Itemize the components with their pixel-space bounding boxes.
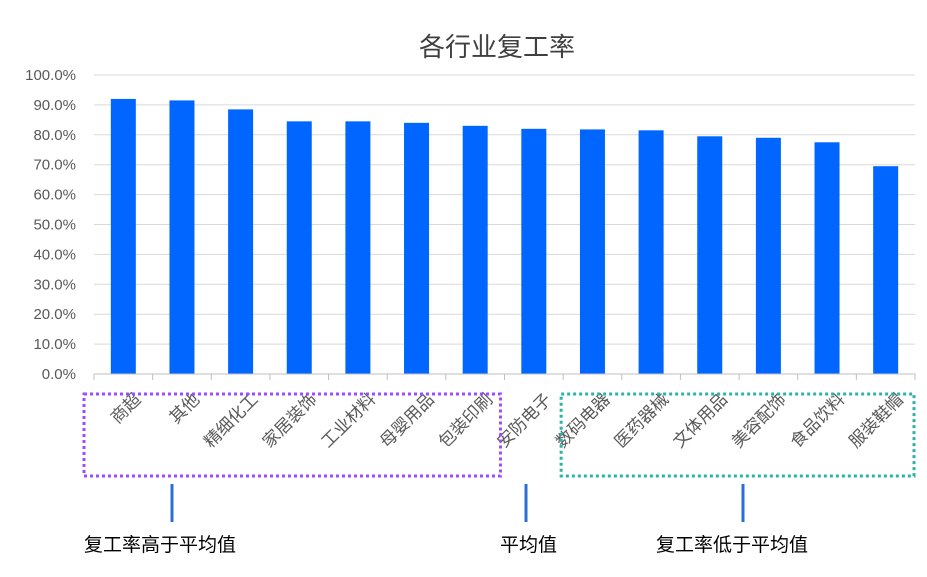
y-tick-label: 100.0% (25, 67, 76, 84)
bar (521, 128, 547, 374)
below-average-label: 复工率低于平均值 (656, 534, 808, 556)
above-average-box (82, 392, 502, 478)
bar (228, 109, 254, 374)
bar (110, 98, 136, 375)
category-label: 美容配饰 (728, 390, 790, 452)
bar (697, 136, 723, 374)
category-label: 工业材料 (318, 390, 380, 452)
y-tick-label: 60.0% (33, 187, 76, 204)
bars (110, 98, 899, 375)
y-tick-label: 90.0% (33, 97, 76, 114)
bar (345, 121, 371, 374)
y-axis-ticks: 0.0% 10.0% 20.0% 30.0% 40.0% 50.0% 60.0% 70.0% 8… (25, 67, 76, 383)
category-label: 其他 (166, 390, 204, 428)
bar (755, 137, 781, 374)
y-tick-label: 0.0% (42, 366, 76, 383)
category-label: 安防电子 (494, 390, 556, 452)
bar (286, 121, 312, 374)
category-label: 商超 (107, 390, 145, 428)
y-tick-label: 50.0% (33, 217, 76, 234)
bar (579, 129, 605, 374)
chart-title: 各行业复工率 (419, 33, 575, 63)
y-tick-label: 40.0% (33, 246, 76, 263)
bar (169, 100, 195, 374)
bar (638, 130, 664, 374)
category-label: 文体用品 (670, 390, 732, 452)
y-tick-label: 30.0% (33, 276, 76, 293)
category-label: 精细化工 (200, 390, 262, 452)
category-label: 食品饮料 (787, 390, 849, 452)
category-label: 家居装饰 (259, 390, 321, 452)
category-labels: 商超 其他精细化工家居装饰工业材料母婴用品包装印刷安防电子数码电器医药器械文体用品… (107, 390, 908, 452)
y-tick-label: 20.0% (33, 306, 76, 323)
category-label: 包装印刷 (435, 390, 497, 452)
above-average-label: 复工率高于平均值 (84, 534, 236, 556)
below-average-box (559, 392, 916, 478)
y-tick-label: 10.0% (33, 336, 76, 353)
x-axis-tick-marks (93, 374, 916, 380)
bar (462, 125, 488, 374)
category-label: 服装鞋帽 (845, 390, 907, 452)
gridlines (94, 74, 915, 345)
bar (404, 122, 430, 374)
y-tick-label: 80.0% (33, 127, 76, 144)
average-label: 平均值 (500, 534, 557, 556)
bar (873, 166, 899, 374)
y-tick-label: 70.0% (33, 157, 76, 174)
category-label: 母婴用品 (376, 390, 438, 452)
bar (814, 142, 840, 374)
category-label: 医药器械 (611, 390, 673, 452)
